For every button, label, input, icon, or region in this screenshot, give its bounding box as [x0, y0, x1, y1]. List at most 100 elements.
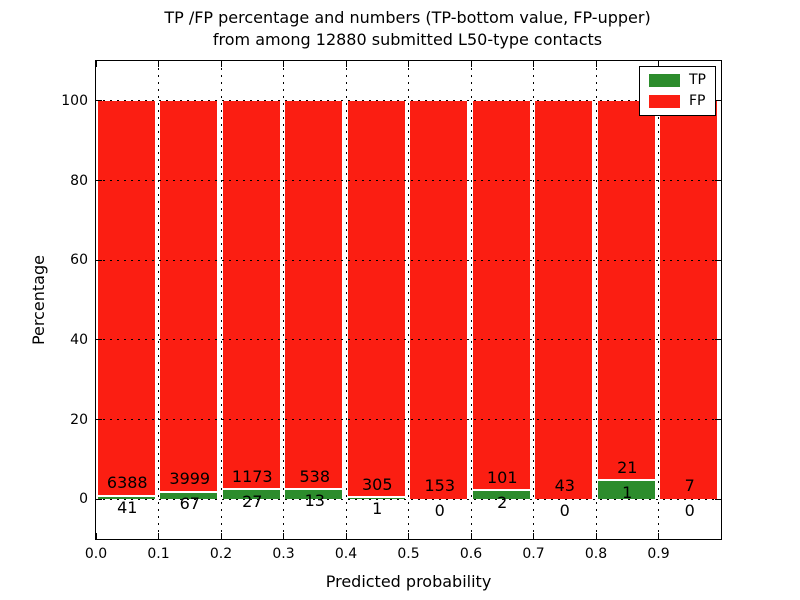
bar-fp-segment: [222, 100, 280, 489]
x-tick-label: 0.3: [272, 546, 295, 562]
bar-fp-segment: [347, 100, 405, 496]
tp-count-label: 1: [622, 482, 633, 502]
fp-legend-swatch-icon: [649, 95, 680, 108]
x-tick-label: 0.8: [584, 546, 608, 562]
tp-count-label: 41: [117, 498, 138, 518]
bar-tp-segment: [285, 489, 342, 500]
fp-count-label: 6388: [106, 473, 148, 493]
bar-tp-segment: [597, 481, 655, 500]
bar-fp-segment: [597, 100, 655, 480]
y-tick-mark: [715, 100, 721, 102]
plot-area: Predicted probability Percentage TP FP 0…: [29, 60, 722, 591]
y-tick-mark: [715, 259, 721, 261]
fp-count-label: 101: [486, 468, 518, 488]
fp-count-label: 7: [684, 476, 695, 496]
x-tick-mark: [470, 61, 472, 67]
tp-count-label: 1: [372, 499, 383, 519]
bar-tp-segment: [97, 496, 155, 500]
y-tick-label: 100: [61, 92, 88, 109]
y-tick-label: 60: [70, 252, 88, 269]
x-tick-mark: [158, 533, 159, 539]
y-tick-mark: [96, 419, 102, 420]
x-tick-label: 0.1: [147, 546, 170, 562]
tp-count-label: 0: [684, 500, 695, 520]
y-axis-label: Percentage: [29, 255, 48, 346]
x-tick-label: 0.6: [459, 546, 483, 562]
x-tick-mark: [95, 61, 97, 67]
x-tick-mark: [595, 533, 597, 539]
y-tick-label: 20: [70, 411, 88, 428]
grid-line-vertical: [595, 61, 597, 539]
bar-tp-segment: [160, 492, 217, 500]
y-tick-mark: [715, 180, 721, 181]
legend-label-tp: TP: [689, 72, 706, 88]
x-tick-mark: [95, 533, 97, 539]
y-tick-mark: [96, 339, 102, 341]
bar-fp-segment: [472, 100, 530, 490]
y-tick-mark: [96, 100, 102, 102]
bar-fp-segment: [160, 100, 217, 491]
y-tick-mark: [715, 498, 721, 500]
legend-box: TP FP: [639, 66, 716, 116]
x-tick-label: 0.0: [84, 546, 108, 562]
legend-entry-fp: FP: [649, 94, 706, 109]
tp-count-label: 0: [434, 500, 445, 520]
fp-count-label: 305: [361, 474, 393, 494]
bar-tp-segment: [472, 491, 530, 500]
y-tick-mark: [96, 259, 102, 261]
grid-line-vertical: [408, 61, 409, 539]
y-tick-mark: [96, 498, 102, 500]
tp-count-label: 67: [179, 494, 200, 514]
tp-legend-swatch-icon: [649, 74, 680, 87]
fp-count-label: 1173: [231, 467, 273, 487]
x-tick-label: 0.9: [647, 546, 670, 562]
y-tick-label: 40: [70, 331, 88, 348]
x-tick-mark: [595, 61, 597, 67]
bar-fp-segment: [535, 100, 592, 500]
tp-count-label: 0: [559, 500, 570, 520]
fp-count-label: 153: [424, 476, 456, 496]
x-tick-mark: [345, 61, 347, 67]
x-tick-label: 0.4: [334, 546, 358, 562]
bar-fp-segment: [410, 100, 467, 500]
x-tick-mark: [158, 61, 159, 67]
x-axis-label: Predicted probability: [325, 572, 492, 591]
grid-line-vertical: [345, 61, 347, 539]
bar-tp-segment: [222, 490, 280, 500]
fp-count-label: 43: [554, 476, 575, 496]
y-tick-mark: [96, 180, 102, 181]
grid-line-vertical: [533, 61, 534, 539]
x-tick-mark: [283, 533, 284, 539]
x-tick-label: 0.2: [209, 546, 233, 562]
legend-label-fp: FP: [689, 93, 706, 109]
x-tick-label: 0.5: [397, 546, 420, 562]
x-tick-mark: [470, 533, 472, 539]
fp-count-label: 21: [617, 457, 638, 477]
chart-title-line2: from among 12880 submitted L50-type cont…: [212, 30, 603, 49]
x-tick-mark: [345, 533, 347, 539]
bar-fp-segment: [285, 100, 342, 488]
grid-line-vertical: [158, 61, 159, 539]
chart-title: TP /FP percentage and numbers (TP-bottom…: [95, 7, 720, 51]
x-tick-mark: [408, 533, 409, 539]
x-tick-mark: [283, 61, 284, 67]
x-tick-mark: [220, 533, 222, 539]
x-tick-label: 0.7: [522, 546, 545, 562]
bar-fp-segment: [660, 100, 717, 500]
x-tick-mark: [533, 533, 534, 539]
grid-line-vertical: [658, 61, 659, 539]
y-tick-label: 80: [70, 172, 88, 189]
bar-tp-segment: [347, 497, 405, 500]
legend-entry-tp: TP: [649, 73, 706, 88]
x-tick-mark: [658, 533, 659, 539]
x-tick-mark: [533, 61, 534, 67]
fp-count-label: 3999: [169, 469, 211, 489]
bar-fp-segment: [97, 100, 155, 495]
tp-count-label: 27: [242, 491, 263, 511]
x-tick-mark: [220, 61, 222, 67]
grid-line-vertical: [283, 61, 284, 539]
y-tick-mark: [715, 419, 721, 420]
tp-count-label: 13: [304, 491, 325, 511]
fp-count-label: 538: [299, 466, 331, 486]
